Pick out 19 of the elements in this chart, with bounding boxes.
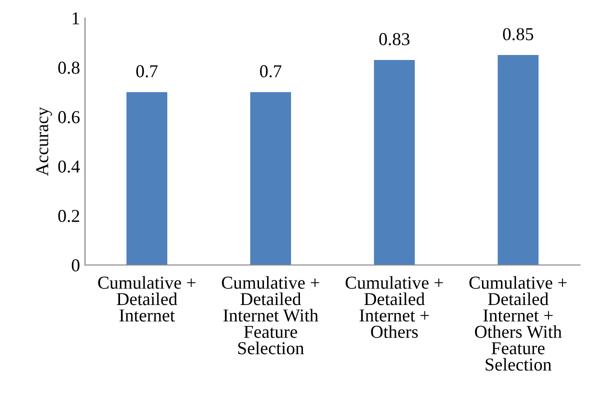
y-tick-label: 0.2: [58, 210, 80, 222]
bar: [250, 92, 292, 265]
x-tick-label: Cumulative + Detailed Internet + Others With Feature Selection: [469, 276, 567, 371]
x-tick-label: Cumulative + Detailed Internet: [98, 276, 196, 322]
bar: [374, 60, 415, 265]
data-label: 0.85: [503, 28, 534, 40]
bar: [126, 92, 168, 265]
data-label: 0.83: [379, 33, 410, 46]
x-tick-label: Cumulative + Detailed Internet + Others: [346, 276, 443, 338]
y-tick-label: 0.8: [58, 62, 80, 74]
data-label: 0.7: [260, 65, 282, 78]
data-label: 0.7: [136, 65, 158, 78]
y-tick-label: 1: [72, 12, 80, 24]
x-tick-label: Cumulative + Detailed Internet With Feature Selection: [222, 276, 320, 354]
y-axis-title: Accuracy: [36, 106, 52, 176]
y-tick-label: 0.6: [58, 111, 80, 124]
bar: [498, 55, 539, 265]
y-tick-label: 0.4: [58, 160, 80, 173]
y-tick-label: 0: [72, 259, 80, 272]
